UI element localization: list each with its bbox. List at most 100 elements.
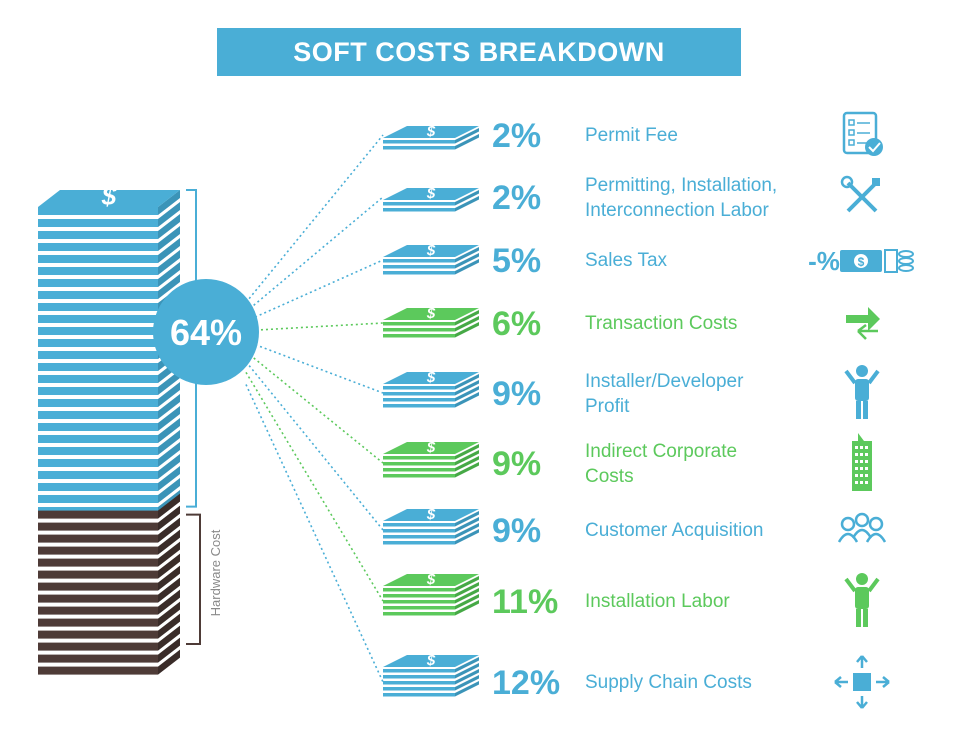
- row-label-line: Permitting, Installation,: [585, 175, 777, 196]
- bill-sheet-side: [455, 523, 479, 539]
- row-label-line: Transaction Costs: [585, 313, 737, 334]
- cost-row: $5% Sales Tax -% $: [383, 242, 914, 280]
- developer-person-icon: [844, 365, 880, 419]
- row-label-line: Indirect Corporate: [585, 441, 737, 462]
- soft-sheet-side: [158, 202, 180, 227]
- bill-sheet-side: [455, 576, 479, 592]
- soft-sheet-side: [158, 262, 180, 287]
- bill-sheet-side: [455, 663, 479, 679]
- row-label-line: Installer/Developer: [585, 371, 744, 392]
- checklist-icon: [842, 111, 883, 156]
- bill-sheet: [383, 594, 455, 598]
- connector-line: [245, 384, 384, 683]
- hardware-sheet: [38, 558, 158, 567]
- row-percent: 9%: [492, 375, 541, 413]
- connector-lines: [245, 134, 384, 683]
- soft-cost-bubble: 64%: [153, 279, 259, 385]
- bill-sheet: [383, 675, 455, 679]
- installer-person-icon: [844, 573, 880, 627]
- row-percent: 5%: [492, 242, 541, 280]
- soft-sheet-side: [158, 190, 180, 215]
- bill-dollar-sign: $: [426, 369, 436, 386]
- row-percent: 9%: [492, 512, 541, 550]
- row-label-line: Sales Tax: [585, 250, 668, 271]
- cost-row: $9% Customer Acquisition: [383, 506, 887, 550]
- soft-sheet-side: [158, 214, 180, 239]
- money-stack: $: [383, 439, 479, 478]
- bill-sheet: [383, 456, 455, 460]
- tax-money-icon: -% $: [808, 246, 914, 276]
- soft-sheet: [38, 315, 158, 323]
- bill-sheet: [383, 265, 455, 269]
- soft-sheet-side: [158, 250, 180, 275]
- bill-sheet: [383, 140, 455, 144]
- soft-sheet-side: [158, 466, 180, 491]
- bill-dollar-sign: $: [426, 571, 436, 588]
- bill-sheet: [383, 328, 455, 332]
- money-stack: $: [383, 185, 479, 212]
- soft-sheet: [38, 303, 158, 311]
- hardware-sheet: [38, 510, 158, 519]
- hardware-sheet: [38, 582, 158, 591]
- money-stack: $: [383, 506, 479, 545]
- bill-sheet-side: [455, 657, 479, 673]
- row-percent: 11%: [492, 583, 558, 621]
- bill-sheet-side: [455, 380, 479, 396]
- bill-sheet-side: [455, 310, 479, 326]
- row-label: Indirect Corporate Costs: [585, 441, 737, 487]
- cost-row: $9% Indirect Corporate Costs: [383, 433, 872, 491]
- bill-sheet: [383, 146, 455, 150]
- bill-sheet-side: [455, 594, 479, 610]
- hardware-sheet: [38, 654, 158, 663]
- soft-sheet-side: [158, 274, 180, 299]
- bill-sheet-side: [455, 392, 479, 408]
- soft-sheet: [38, 495, 158, 503]
- bill-dollar-sign: $: [426, 305, 436, 322]
- hardware-sheet: [38, 606, 158, 615]
- bill-sheet: [383, 523, 455, 527]
- connector-line: [245, 340, 384, 394]
- bill-sheet-side: [455, 444, 479, 460]
- hardware-sheet-side: [158, 565, 180, 591]
- hardware-sheet-side: [158, 553, 180, 579]
- bill-top-face: [383, 655, 479, 667]
- transfer-arrows-icon: [846, 307, 880, 340]
- row-label: Sales Tax: [585, 250, 668, 271]
- soft-sheet: [38, 483, 158, 491]
- hardware-sheet: [38, 522, 158, 531]
- bill-sheet: [383, 386, 455, 390]
- connector-line: [245, 322, 384, 332]
- bill-sheet: [383, 398, 455, 402]
- bill-sheet-side: [455, 582, 479, 598]
- bill-sheet: [383, 535, 455, 539]
- bill-sheet-side: [455, 588, 479, 604]
- money-stack: $: [383, 123, 479, 150]
- hardware-sheet: [38, 570, 158, 579]
- bill-top-face: [383, 308, 479, 320]
- soft-sheet-side: [158, 430, 180, 455]
- soft-sheet: [38, 267, 158, 275]
- row-percent: 6%: [492, 305, 541, 343]
- connector-line: [245, 259, 384, 322]
- bill-top-face: [383, 126, 479, 138]
- hardware-sheet-side: [158, 613, 180, 639]
- connector-line: [245, 134, 384, 303]
- bill-sheet: [383, 588, 455, 592]
- money-stack: $: [383, 242, 479, 275]
- supply-chain-box-icon: [834, 655, 890, 709]
- cost-row: $2% Permitting, Installation, Interconnect…: [383, 175, 880, 221]
- hardware-sheet: [38, 642, 158, 651]
- soft-sheet-side: [158, 442, 180, 467]
- soft-sheet: [38, 279, 158, 287]
- bill-sheet: [383, 606, 455, 610]
- hardware-sheet-side: [158, 625, 180, 651]
- soft-sheet-side: [158, 478, 180, 503]
- bill-sheet: [383, 600, 455, 604]
- hardware-sheet: [38, 534, 158, 543]
- bill-sheet-side: [455, 517, 479, 533]
- money-stack: $: [383, 652, 479, 697]
- hardware-sheet: [38, 618, 158, 627]
- bill-sheet-side: [455, 600, 479, 616]
- row-percent: 12%: [492, 664, 560, 702]
